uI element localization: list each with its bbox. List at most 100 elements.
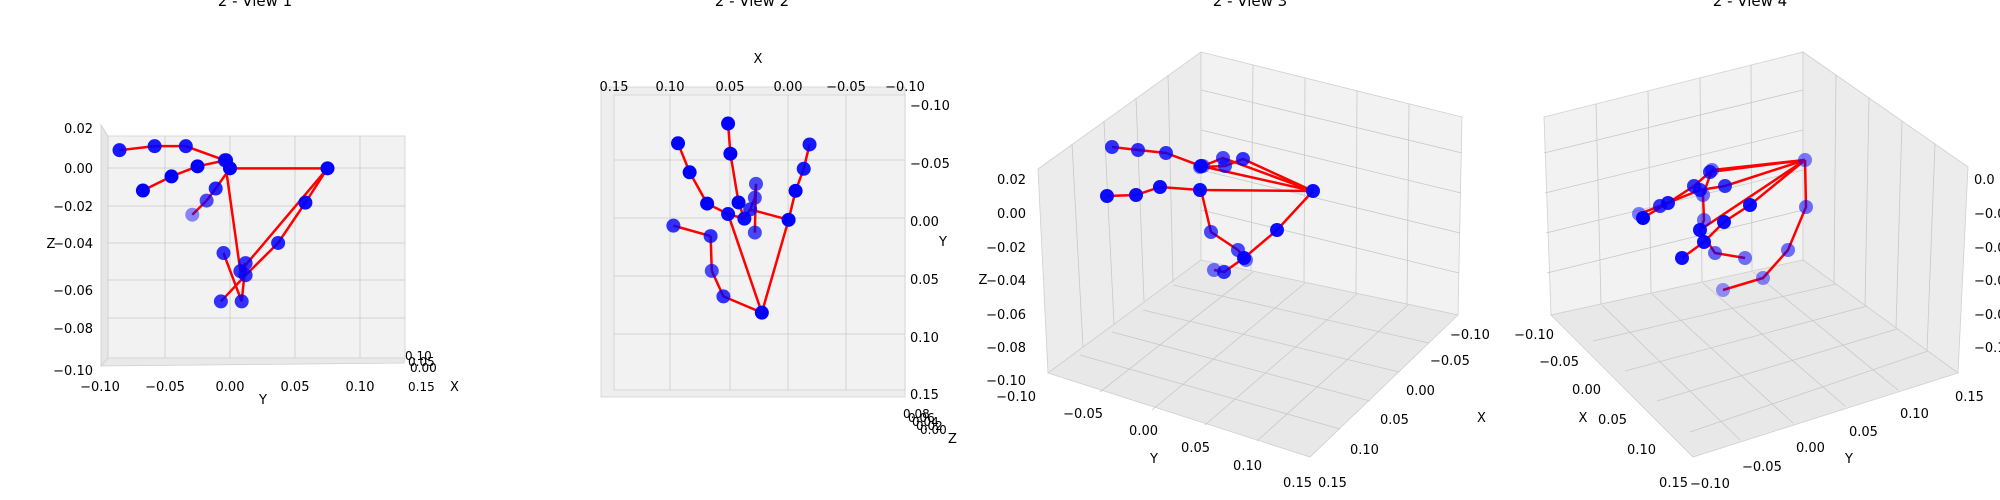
x-axis-label: X bbox=[754, 52, 763, 67]
joint-point bbox=[723, 146, 738, 161]
joint-point bbox=[796, 161, 811, 176]
y-tick-label: −0.05 bbox=[145, 380, 185, 395]
z-axis-label: Z bbox=[47, 237, 56, 252]
x-tick-label: 0.15 bbox=[600, 80, 629, 95]
joint-point bbox=[666, 218, 681, 233]
y-axis-label: Y bbox=[258, 393, 267, 408]
joint-point bbox=[721, 116, 736, 131]
joint-point bbox=[1207, 263, 1221, 277]
z-tick-label: −0.02 bbox=[986, 241, 1026, 256]
x-tick-label: −0.10 bbox=[1514, 328, 1554, 343]
z-tick-label: 0.02 bbox=[997, 173, 1026, 188]
joint-point bbox=[217, 153, 232, 168]
joint-point bbox=[164, 169, 179, 184]
y-tick-label: 0.05 bbox=[1849, 425, 1878, 440]
x-tick-label: 0.00 bbox=[1572, 383, 1601, 398]
joint-point bbox=[1743, 198, 1757, 212]
y-axis: −0.10 −0.05 0.00 0.05 0.10 0.15 Y bbox=[1690, 390, 1984, 492]
z-axis-label: Z bbox=[948, 432, 957, 447]
x-axis: −0.10 −0.05 0.00 0.05 0.10 0.15 X bbox=[1514, 328, 1688, 491]
y-tick-label: 0.15 bbox=[910, 388, 939, 403]
joint-point bbox=[781, 212, 796, 227]
joint-point bbox=[1239, 253, 1253, 267]
y-tick-label: 0.15 bbox=[1955, 390, 1984, 405]
joint-point bbox=[1716, 283, 1730, 297]
joint-point bbox=[1196, 159, 1210, 173]
z-tick-label: 0.02 bbox=[916, 419, 943, 433]
x-tick-label: 0.05 bbox=[408, 355, 435, 369]
y-tick-label: 0.10 bbox=[1233, 459, 1262, 474]
joint-point bbox=[703, 229, 718, 244]
joint-point bbox=[1216, 151, 1230, 165]
y-tick-label: −0.10 bbox=[1690, 477, 1730, 492]
joint-point bbox=[1270, 223, 1284, 237]
subplot-view-2: 2 - View 2 X 0.15 0.10 0.05 0.00 −0.05 −… bbox=[600, 0, 957, 447]
x-axis: −0.10 −0.05 0.00 0.05 0.10 0.15 X bbox=[1318, 328, 1490, 491]
z-tick-label: −0.0 bbox=[1974, 274, 2000, 289]
joint-point bbox=[700, 196, 715, 211]
y-tick-label: 0.00 bbox=[1129, 424, 1158, 439]
joint-point bbox=[199, 193, 214, 208]
skeleton-edge bbox=[223, 160, 242, 272]
joint-points bbox=[666, 116, 817, 320]
y-tick-label: 0.05 bbox=[1181, 441, 1210, 456]
joint-points bbox=[1632, 153, 1813, 297]
joint-point bbox=[271, 235, 286, 250]
y-tick-label: −0.10 bbox=[996, 390, 1036, 405]
y-axis-label: Y bbox=[938, 235, 947, 250]
z-axis: 0.02 0.00 −0.02 −0.04 −0.06 −0.08 −0.10 … bbox=[979, 173, 1026, 389]
joint-point bbox=[721, 207, 736, 222]
z-tick-label: −0.04 bbox=[986, 274, 1026, 289]
joint-point bbox=[1693, 223, 1707, 237]
joint-point bbox=[1231, 243, 1245, 257]
skeleton-edge bbox=[239, 167, 329, 272]
joint-point bbox=[112, 143, 127, 158]
joint-point bbox=[788, 183, 803, 198]
z-axis: 0.02 0.00 −0.02 −0.04 −0.06 −0.08 −0.10 … bbox=[47, 122, 93, 379]
joint-point bbox=[1798, 153, 1812, 167]
z-tick-label: −0.10 bbox=[986, 374, 1026, 389]
joint-point bbox=[1236, 152, 1250, 166]
z-tick-label: −0.04 bbox=[53, 237, 93, 252]
joint-point bbox=[135, 183, 150, 198]
x-tick-label: 0.00 bbox=[1406, 384, 1435, 399]
joint-point bbox=[1306, 184, 1320, 198]
y-tick-label: 0.10 bbox=[1900, 407, 1929, 422]
z-tick-label: 0.06 bbox=[908, 411, 935, 425]
joint-point bbox=[1159, 146, 1173, 160]
y-tick-label: 0.00 bbox=[216, 380, 245, 395]
z-tick-label: 0.00 bbox=[920, 423, 947, 437]
subplot-view-4: 2 - View 4 bbox=[1514, 0, 2000, 492]
joint-point bbox=[185, 207, 200, 222]
z-tick-label: −0.08 bbox=[986, 341, 1026, 356]
joint-point bbox=[1632, 207, 1646, 221]
x-axis-label: X bbox=[1477, 411, 1486, 426]
joint-point bbox=[234, 294, 249, 309]
pane-back bbox=[100, 123, 406, 368]
x-axis-label: X bbox=[450, 380, 459, 395]
z-tick-label: −0.06 bbox=[53, 284, 93, 299]
y-axis: −0.10 −0.05 0.00 0.05 0.10 Y bbox=[80, 380, 374, 408]
x-tick-label: 0.05 bbox=[1598, 413, 1627, 428]
y-tick-label: −0.05 bbox=[1742, 460, 1782, 475]
skeleton-edge bbox=[729, 153, 740, 203]
joint-point bbox=[1153, 180, 1167, 194]
skeleton-edge bbox=[726, 213, 764, 314]
skeleton-edge bbox=[244, 242, 279, 277]
z-tick-label: −0.10 bbox=[53, 364, 93, 379]
x-tick-label: −0.10 bbox=[885, 80, 925, 95]
skeleton-edge bbox=[222, 252, 243, 302]
joint-point bbox=[682, 165, 697, 180]
y-tick-label: 0.05 bbox=[910, 273, 939, 288]
joint-point bbox=[238, 256, 253, 271]
x-tick-label: 0.05 bbox=[716, 80, 745, 95]
joint-point bbox=[1708, 246, 1722, 260]
joint-point bbox=[1718, 179, 1732, 193]
z-tick-label: 0.02 bbox=[64, 122, 93, 137]
joint-point bbox=[178, 139, 193, 154]
pane-back bbox=[1543, 51, 1969, 458]
chart-title: 2 - View 4 bbox=[1713, 0, 1787, 10]
x-tick-label: −0.05 bbox=[1539, 355, 1579, 370]
joint-point bbox=[1129, 188, 1143, 202]
